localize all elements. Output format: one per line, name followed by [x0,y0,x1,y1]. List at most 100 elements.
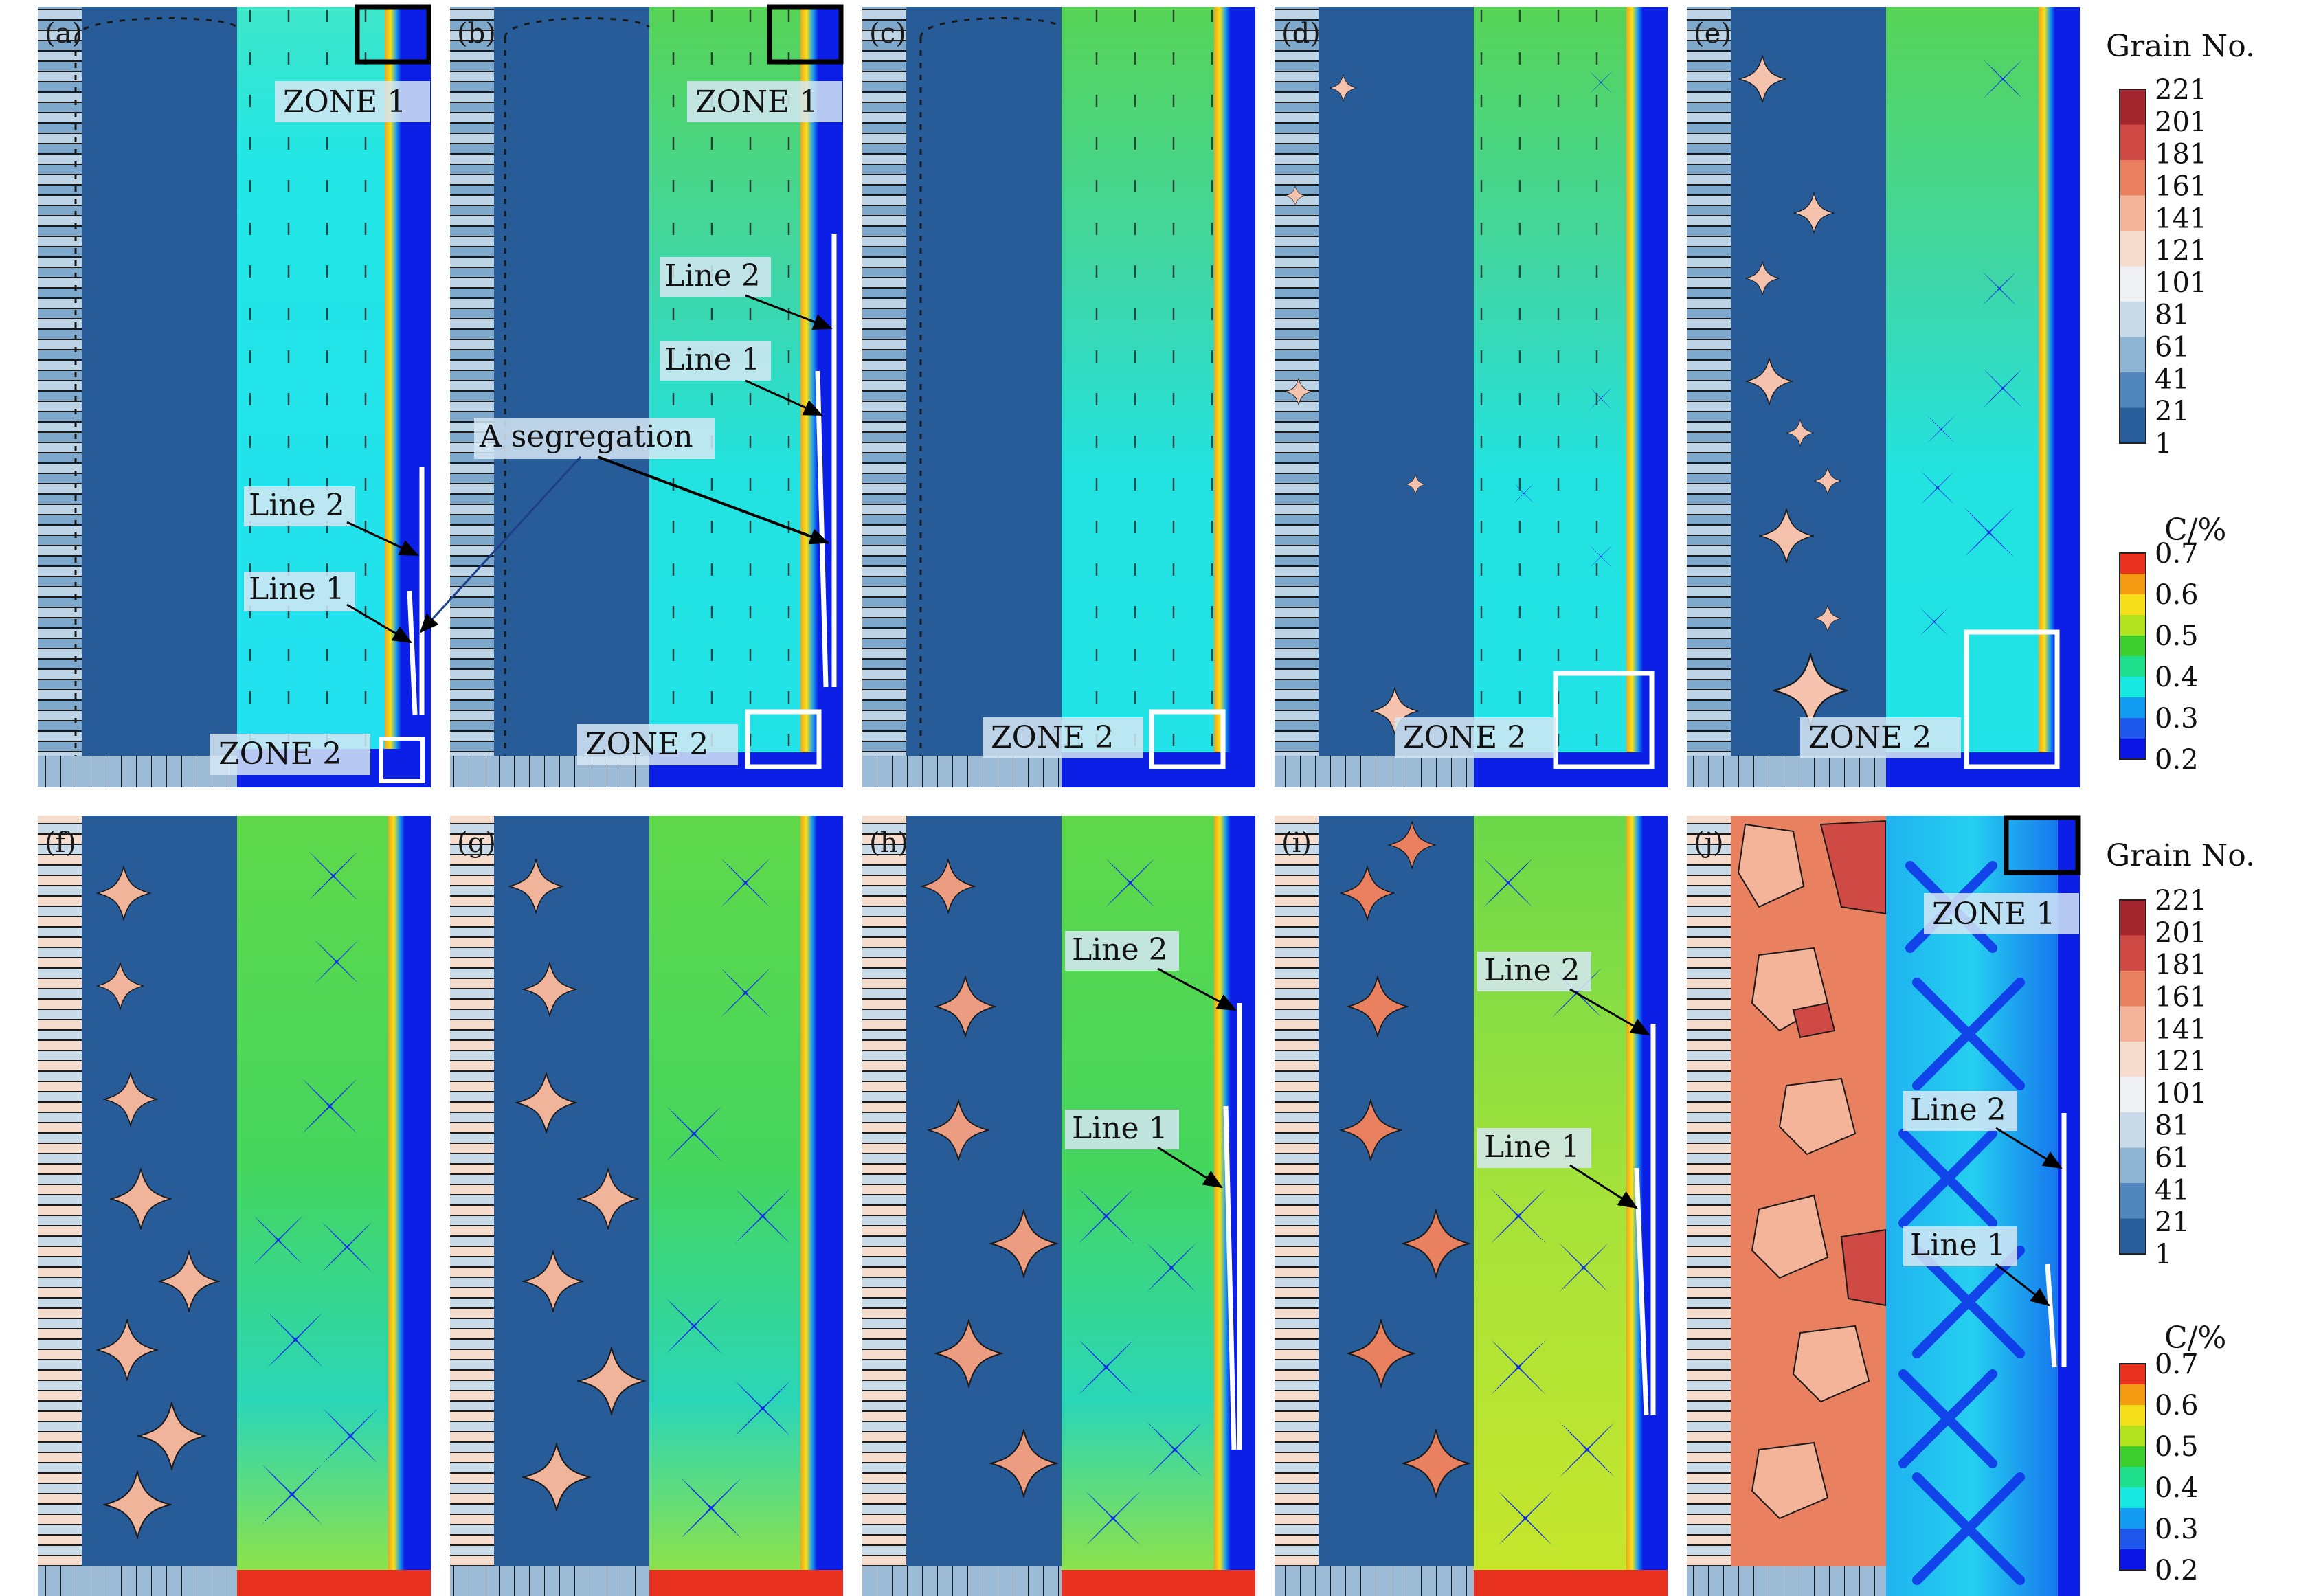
colorbar-swatch [2120,615,2146,636]
line2-label: Line 2 [249,488,345,523]
segregation-label: A segregation [479,419,693,454]
colorbar-tick-label: 0.6 [2155,579,2199,611]
colorbar-swatch [2120,1508,2146,1529]
colorbar-swatch [2120,1426,2146,1447]
panel-h: (h) Line 2 Line 1 [862,816,1255,1596]
colorbar-tick-label: 0.7 [2155,538,2199,570]
grain-colorbar-title: Grain No. [2106,29,2255,64]
line2-label: Line 2 [664,258,761,293]
line2-label: Line 2 [1484,953,1580,988]
zone1-box [2004,815,2081,875]
colorbar-swatch [2120,160,2146,196]
carbon-colorbar-title: C/% [2164,513,2226,548]
colorbar-tick-label: 0.2 [2155,1555,2199,1586]
colorbar-swatch [2120,1405,2146,1426]
colorbar-swatch [2120,89,2146,125]
zone1-label: ZONE 1 [695,85,818,120]
colorbar-frame [2119,1363,2146,1571]
panel-f: (f) [38,816,431,1596]
colorbar-tick-label: 121 [2155,235,2207,267]
line1-label: Line 1 [664,342,761,377]
colorbar-swatch [2120,677,2146,698]
line1-marker [407,590,418,715]
colorbar-swatch [2120,1467,2146,1488]
carbon-colorbar-bottom: C/% 0.7 0.6 0.5 0.4 0.3 0.2 [2119,1320,2226,1586]
line1-label: Line 1 [1072,1111,1168,1146]
line1-label: Line 1 [1910,1228,2006,1263]
line1-marker [1634,1167,1649,1416]
colorbar-tick-label: 0.7 [2155,1349,2199,1380]
colorbar-tick-label: 21 [2155,396,2190,427]
colorbar-tick-label: 181 [2155,949,2207,981]
zone2-box [1964,629,2060,769]
line1-marker [1223,1105,1237,1450]
colorbar-swatch [2120,1147,2146,1184]
colorbar-tick-label: 1 [2155,1239,2172,1270]
colorbar-tick-label: 81 [2155,1110,2190,1142]
colorbar-tick-label: 0.5 [2155,620,2199,652]
colorbar-tick-label: 0.6 [2155,1390,2199,1421]
zone2-box [745,709,822,769]
colorbar-swatch [2120,574,2146,595]
panel-letter: (a) [45,18,82,49]
colorbar-tick-label: 41 [2155,1174,2190,1206]
panel-letter: (d) [1281,18,1321,49]
line2-label: Line 2 [1072,932,1168,967]
grain-colorbar-title: Grain No. [2106,838,2255,873]
colorbar-tick-label: 201 [2155,917,2207,949]
zone2-box [379,737,425,783]
colorbar-tick-label: 161 [2155,170,2207,202]
colorbar-swatch [2120,935,2146,971]
panel-i: (i) Line 2 Line 1 [1275,816,1668,1596]
colorbar-swatch [2120,656,2146,677]
colorbar-tick-label: 0.4 [2155,662,2199,693]
zone1-box [767,4,844,65]
colorbar-swatch [2120,1077,2146,1113]
line1-marker [2045,1263,2057,1368]
colorbar-swatch [2120,1183,2146,1219]
zone2-label: ZONE 2 [1808,720,1931,755]
colorbar-tick-label: 0.3 [2155,1514,2199,1545]
line2-label: Line 2 [1910,1092,2006,1127]
colorbar-frame [2119,552,2146,760]
panel-a: (a) ZONE 1 ZONE 2 Line 2 Line 1 [38,4,431,787]
panel-letter: (c) [869,18,906,49]
colorbar-swatch [2120,231,2146,267]
colorbar-swatch [2120,1364,2146,1385]
line1-label: Line 1 [1484,1129,1580,1165]
panel-letter: (i) [1281,827,1312,859]
colorbar-swatch [2120,302,2146,337]
colorbar-swatch [2120,739,2146,760]
colorbar-tick-label: 21 [2155,1206,2190,1238]
panel-d: (d) ZONE 2 [1275,7,1668,787]
colorbar-swatch [2120,971,2146,1007]
zone1-label: ZONE 1 [283,85,406,120]
colorbar-swatch [2120,266,2146,302]
colorbar-swatch [2120,407,2146,444]
carbon-colorbar-top: C/% 0.7 0.6 0.5 0.4 0.3 0.2 [2119,513,2226,776]
colorbar-tick-label: 221 [2155,885,2207,917]
colorbar-swatch [2120,124,2146,161]
panel-b: (b) ZONE 1 ZONE 2 Line 2 Line 1 A segreg… [419,4,844,787]
colorbar-swatch [2120,1218,2146,1255]
colorbar-swatch [2120,337,2146,373]
colorbar-swatch [2120,553,2146,574]
panel-c: (c) ZONE 2 [862,7,1255,787]
colorbar-tick-label: 141 [2155,203,2207,234]
zone1-label: ZONE 1 [1932,897,2055,932]
colorbar-swatch [2120,636,2146,657]
colorbar-swatch [2120,900,2146,936]
colorbar-tick-label: 41 [2155,363,2190,395]
colorbar-swatch [2120,195,2146,232]
colorbar-tick-label: 0.3 [2155,703,2199,734]
colorbar-swatch [2120,718,2146,739]
colorbar-tick-label: 61 [2155,332,2190,363]
colorbar-tick-label: 101 [2155,267,2207,299]
colorbar-tick-label: 0.2 [2155,744,2199,776]
colorbar-tick-label: 221 [2155,74,2207,106]
zone2-label: ZONE 2 [1403,720,1526,755]
colorbar-tick-label: 121 [2155,1046,2207,1077]
colorbar-swatch [2120,1112,2146,1148]
